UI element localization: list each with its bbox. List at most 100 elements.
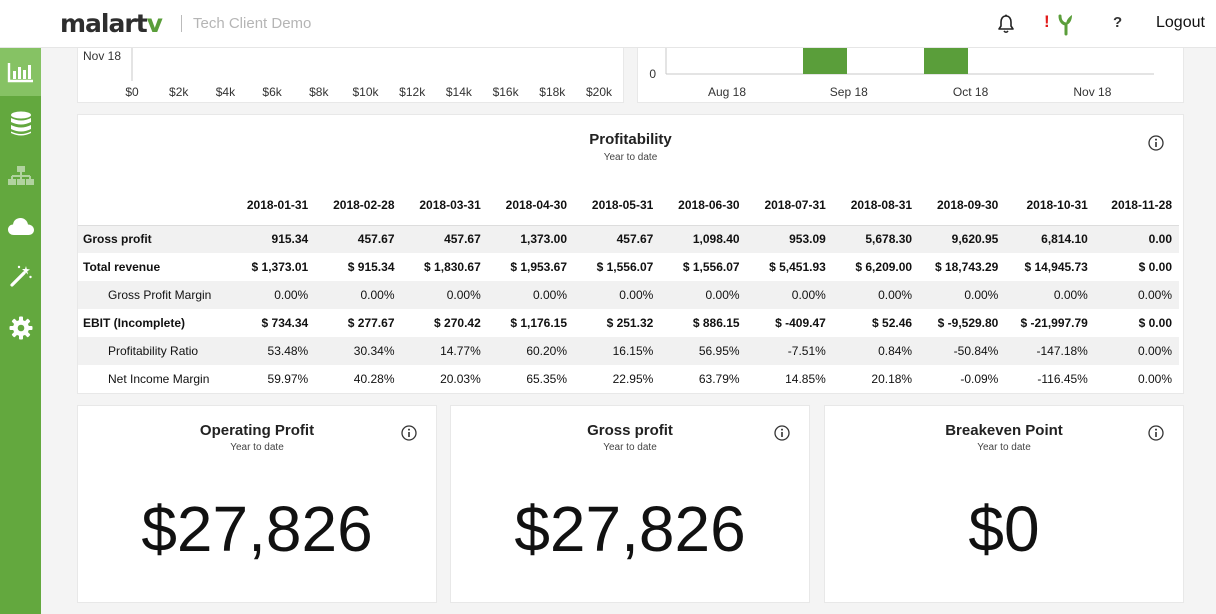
table-cell: 56.95% — [660, 337, 747, 365]
header-blank — [78, 186, 229, 226]
kpi-info-button[interactable] — [401, 425, 417, 441]
monthly-chart-svg: 0 Aug 18 Sep 18 Oct 18 Nov 18 — [649, 48, 1154, 99]
x-tick-label: $14k — [446, 85, 473, 99]
profitability-panel: Profitability Year to date 2018-01-31 201… — [77, 114, 1184, 394]
table-cell: $ 251.32 — [606, 316, 654, 330]
table-cell: 40.28% — [353, 372, 395, 386]
table-cell: $ 0.00 — [1138, 316, 1172, 330]
kpi-card-operating-profit: Operating Profit Year to date $27,826 — [77, 405, 437, 603]
kpi-title: Operating Profit — [199, 422, 315, 439]
table-cell: -0.09% — [960, 372, 999, 386]
table-row: Gross Profit Margin 0.00% 0.00% 0.00% 0.00% 0… — [78, 281, 1179, 309]
x-tick-label: $8k — [309, 85, 329, 99]
kpi-info-button[interactable] — [1148, 425, 1164, 441]
column-header: 2018-03-31 — [401, 186, 488, 226]
info-icon — [401, 425, 417, 441]
table-cell: 53.48% — [228, 337, 316, 365]
table-cell: $ 1,556.07 — [682, 260, 740, 274]
table-cell: -50.84% — [919, 337, 1006, 365]
column-header: 2018-11-28 — [1094, 186, 1179, 226]
x-tick-label: Aug 18 — [708, 85, 746, 99]
kpi-value: $0 — [968, 493, 1040, 565]
kpi-subtitle: Year to date — [230, 442, 284, 453]
column-header: 2018-02-28 — [315, 186, 402, 226]
sidebar-item-data[interactable] — [0, 100, 41, 148]
logo-separator — [181, 15, 182, 32]
x-tick-label: $12k — [399, 85, 426, 99]
sidebar-item-wizard[interactable] — [0, 252, 41, 300]
profitability-subtitle: Year to date — [603, 152, 658, 163]
table-cell: $ -9,529.80 — [937, 316, 999, 330]
table-cell: 0.00% — [1094, 337, 1179, 365]
table-cell: $ 1,373.01 — [251, 260, 309, 274]
y-tick-label: 0 — [649, 67, 656, 81]
table-cell: 63.79% — [698, 372, 740, 386]
table-cell: $ -21,997.79 — [1020, 316, 1088, 330]
chart-bar-sep — [803, 48, 847, 74]
kpi-subtitle: Year to date — [977, 442, 1031, 453]
table-cell: 14.85% — [785, 372, 826, 386]
logo[interactable]: malartv — [60, 9, 163, 38]
alert-button[interactable]: ! — [1044, 11, 1080, 37]
table-cell: $ 734.34 — [261, 316, 309, 330]
table-cell: 0.00% — [832, 281, 920, 309]
kpi-subtitle: Year to date — [603, 442, 657, 453]
column-header: 2018-08-31 — [832, 186, 920, 226]
sidebar-item-cloud[interactable] — [0, 202, 41, 250]
table-cell: 0.00% — [1094, 281, 1179, 309]
table-cell: 0.84% — [832, 337, 920, 365]
table-row: Gross profit 915.34 457.67 457.67 1,373.00 45… — [78, 225, 1179, 253]
table-cell: -147.18% — [1005, 337, 1095, 365]
table-cell: $ 5,451.93 — [769, 260, 826, 274]
help-button[interactable]: ? — [1113, 14, 1123, 31]
x-tick-label: Oct 18 — [953, 85, 989, 99]
sidebar-item-dashboard[interactable] — [0, 48, 41, 96]
table-cell: $ 915.34 — [347, 260, 395, 274]
alert-mark: ! — [1044, 12, 1050, 31]
chart-bar-oct — [924, 48, 968, 74]
logout-link[interactable]: Logout — [1156, 14, 1205, 31]
bar-chart-icon — [7, 63, 33, 83]
table-cell: 0.00% — [315, 281, 402, 309]
sidebar-item-hierarchy[interactable] — [0, 152, 41, 200]
table-cell: $ -409.47 — [775, 316, 826, 330]
table-cell: 1,373.00 — [487, 225, 575, 253]
table-cell: 915.34 — [228, 225, 316, 253]
table-cell: 0.00% — [1005, 281, 1095, 309]
sidebar — [0, 48, 41, 614]
table-cell: 0.00% — [228, 281, 316, 309]
table-cell: 0.00% — [487, 281, 575, 309]
table-cell: 953.09 — [746, 225, 833, 253]
table-cell: 457.67 — [315, 225, 402, 253]
row-label: Profitability Ratio — [78, 337, 229, 365]
table-cell: 22.95% — [612, 372, 654, 386]
table-row: Total revenue $ 1,373.01 $ 915.34 $ 1,830.6… — [78, 253, 1179, 281]
sidebar-item-settings[interactable] — [0, 304, 41, 352]
table-cell: $ 0.00 — [1138, 260, 1172, 274]
table-cell: $ 1,953.67 — [510, 260, 568, 274]
logo-text: malart — [60, 9, 148, 38]
x-tick-label: Nov 18 — [1073, 85, 1111, 99]
kpi-info-button[interactable] — [774, 425, 790, 441]
revenue-chart-svg: Nov 18 $0 $2k $4k $6k $8k $10k $12k $14k $16k $18… — [83, 48, 613, 99]
table-cell: 1,098.40 — [660, 225, 747, 253]
table-row: Net Income Margin 59.97% 40.28% 20.03% 65.35… — [78, 365, 1179, 393]
monthly-bar-chart: 0 Aug 18 Sep 18 Oct 18 Nov 18 — [637, 48, 1184, 103]
row-label: Gross Profit Margin — [78, 281, 229, 309]
table-cell: $ 277.67 — [347, 316, 395, 330]
table-cell: 0.00% — [919, 281, 1006, 309]
x-tick-label: $20k — [586, 85, 613, 99]
revenue-bar-chart: Nov 18 $0 $2k $4k $6k $8k $10k $12k $14k $16k $18… — [77, 48, 624, 103]
table-cell: 9,620.95 — [919, 225, 1006, 253]
notifications-button[interactable] — [996, 13, 1016, 35]
profitability-title: Profitability — [589, 131, 672, 148]
table-cell: 0.00% — [746, 281, 833, 309]
row-label: EBIT (Incomplete) — [83, 316, 186, 330]
table-cell: 0.00% — [660, 281, 747, 309]
profitability-info-button[interactable] — [1148, 135, 1164, 151]
kpi-card-gross-profit: Gross profit Year to date $27,826 — [450, 405, 810, 603]
row-label: Gross profit — [78, 225, 229, 253]
table-cell: 20.18% — [871, 372, 913, 386]
table-cell: 457.67 — [401, 225, 488, 253]
column-header: 2018-01-31 — [228, 186, 316, 226]
